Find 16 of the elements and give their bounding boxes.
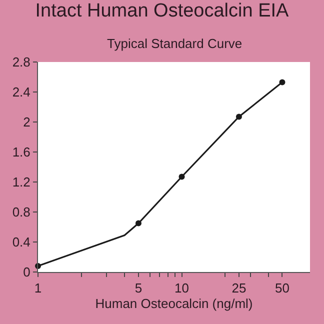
x-tick-label: 50 xyxy=(275,280,290,296)
y-tick-label: 0 xyxy=(23,264,30,280)
x-axis-title: Human Osteocalcin (ng/ml) xyxy=(95,296,253,312)
x-tick-label: 5 xyxy=(134,280,142,296)
y-tick-label: 1.2 xyxy=(12,174,30,190)
chart-title: Intact Human Osteocalcin EIA xyxy=(35,0,290,22)
x-tick-label: 1 xyxy=(34,280,42,296)
x-tick-label: 10 xyxy=(174,280,189,296)
y-tick-label: 0.8 xyxy=(12,204,30,220)
chart-subtitle: Typical Standard Curve xyxy=(107,36,242,51)
x-tick-label: 25 xyxy=(232,280,246,296)
y-tick-label: 2 xyxy=(23,114,30,130)
y-tick-label: 1.6 xyxy=(12,144,30,160)
y-tick-label: 0.4 xyxy=(12,234,30,250)
y-tick-label: 2.4 xyxy=(12,84,30,100)
y-tick-label: 2.8 xyxy=(12,54,30,70)
